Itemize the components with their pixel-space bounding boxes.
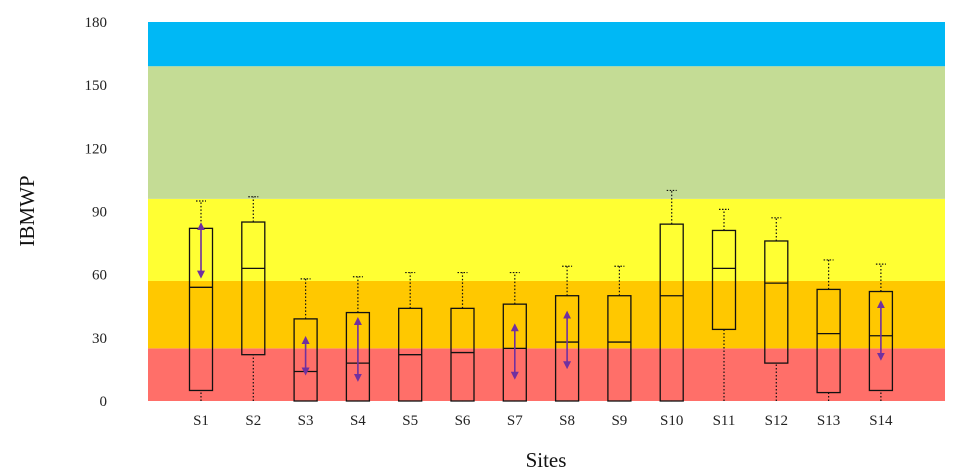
x-tick-label: S5 <box>402 413 418 429</box>
quality-band-2 <box>148 280 945 349</box>
box-s3 <box>293 278 318 402</box>
box-s10 <box>659 189 684 402</box>
quality-band-3 <box>148 198 945 281</box>
x-tick-label: S6 <box>455 413 471 429</box>
box-s1 <box>188 200 214 401</box>
box-s2 <box>241 196 266 401</box>
box-s4 <box>345 276 371 402</box>
box-series <box>188 189 894 402</box>
y-axis-ticks: 0 30 60 90 120 150 180 <box>85 15 108 410</box>
quality-band-1 <box>148 348 945 401</box>
box-iqr <box>816 288 841 394</box>
y-tick-label: 90 <box>92 205 107 221</box>
x-tick-label: S14 <box>869 413 893 429</box>
box-iqr <box>450 307 475 402</box>
y-tick-label: 150 <box>85 78 108 94</box>
box-s12 <box>764 217 789 401</box>
y-tick-label: 60 <box>92 268 107 284</box>
y-axis-title: IBMWP <box>15 175 39 246</box>
box-s7 <box>502 271 527 402</box>
box-s5 <box>398 271 423 402</box>
box-iqr <box>345 311 371 402</box>
box-iqr <box>554 295 580 402</box>
box-iqr <box>607 295 632 402</box>
box-iqr <box>868 290 894 392</box>
quality-band-4 <box>148 66 945 199</box>
x-tick-label: S3 <box>298 413 314 429</box>
x-tick-label: S10 <box>660 413 683 429</box>
box-s11 <box>711 208 737 401</box>
x-tick-label: S4 <box>350 413 366 429</box>
box-s6 <box>450 271 475 402</box>
x-tick-label: S9 <box>611 413 627 429</box>
y-tick-label: 180 <box>85 15 108 31</box>
box-iqr <box>711 229 737 331</box>
y-tick-label: 0 <box>100 394 108 410</box>
box-iqr <box>764 240 789 364</box>
box-s9 <box>607 265 632 402</box>
x-tick-label: S11 <box>713 413 736 429</box>
box-iqr <box>241 221 266 356</box>
box-s8 <box>554 265 580 402</box>
box-s13 <box>816 259 841 401</box>
x-tick-label: S12 <box>765 413 788 429</box>
y-tick-label: 30 <box>92 331 107 347</box>
quality-band-5 <box>148 22 945 67</box>
quality-bands <box>148 22 945 401</box>
box-iqr <box>502 303 527 402</box>
x-tick-label: S7 <box>507 413 523 429</box>
x-tick-label: S2 <box>245 413 261 429</box>
x-tick-label: S8 <box>559 413 575 429</box>
x-axis-title: Sites <box>526 448 567 472</box>
box-s14 <box>868 263 894 401</box>
x-tick-label: S13 <box>817 413 840 429</box>
box-iqr <box>659 223 684 402</box>
x-tick-label: S1 <box>193 413 209 429</box>
box-iqr <box>293 318 318 402</box>
y-tick-label: 120 <box>85 141 108 157</box>
x-axis-ticks: S1 S2 S3 S4 S5 S6 S7 S8 S9 S10 S11 S12 S13 S14 <box>193 413 893 429</box>
